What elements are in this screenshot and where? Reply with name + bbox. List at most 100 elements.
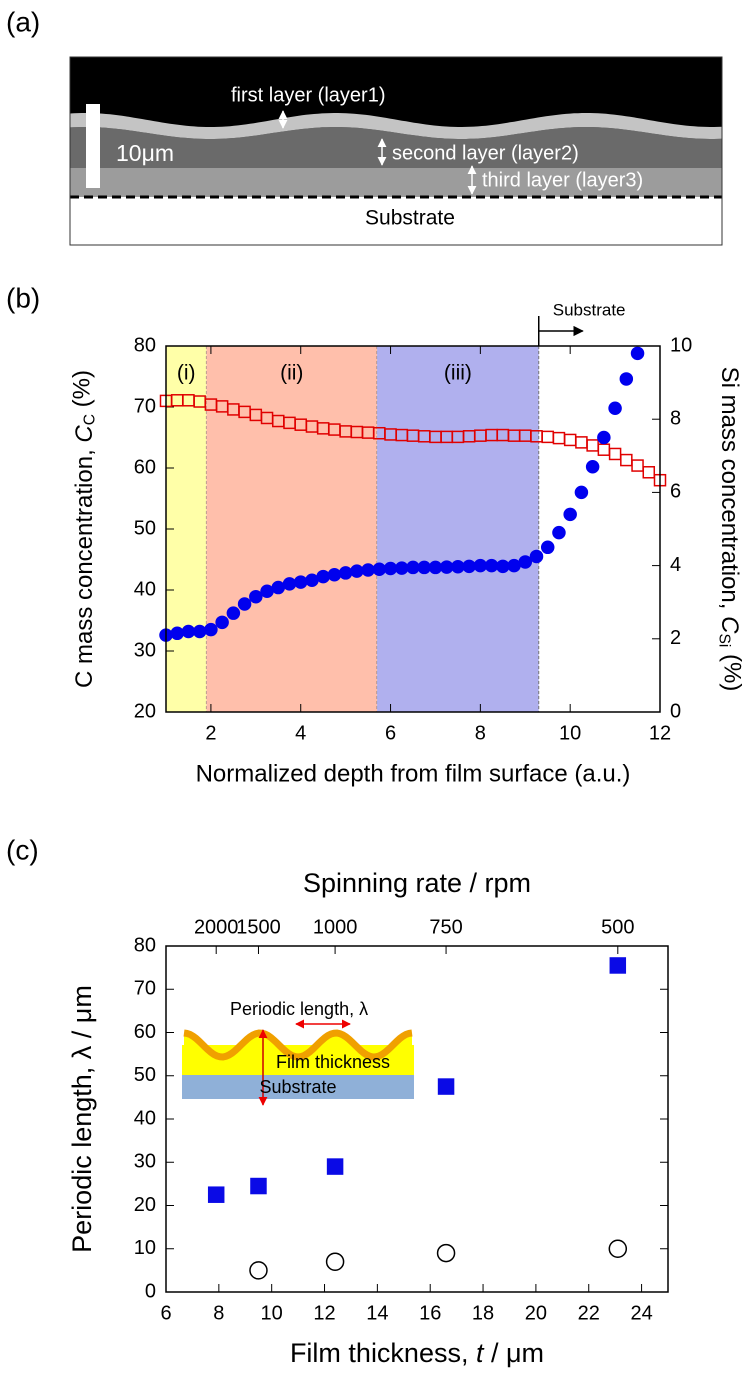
y-tick-label: 40: [134, 1107, 156, 1129]
x-tick-label: 10: [261, 1302, 283, 1324]
region-label: (ii): [280, 362, 303, 385]
x-tick-label: 4: [295, 722, 306, 744]
substrate-label: Substrate: [553, 300, 626, 319]
data-point: [620, 453, 633, 467]
data-point: [372, 562, 387, 577]
y-tick-label: 20: [134, 700, 156, 722]
y2-tick-label: 10: [670, 334, 692, 356]
y-tick-label: 50: [134, 1064, 156, 1086]
y2-axis-label-part: C: [716, 616, 743, 634]
data-point: [249, 589, 263, 604]
layer-label: third layer (layer3): [482, 169, 643, 191]
layer-label: second layer (layer2): [392, 142, 579, 164]
y-axis-label-part: C mass concentration,: [71, 443, 98, 688]
data-point: [361, 563, 375, 577]
top-tick-label: 1500: [236, 916, 281, 938]
y2-tick-label: 6: [670, 481, 681, 503]
x-tick-label: 10: [559, 722, 581, 744]
y2-axis-label: Si mass concentration, CSi (%): [715, 367, 745, 692]
y-tick-label: 20: [134, 1194, 156, 1216]
data-point: [436, 1243, 456, 1263]
micrograph-frame: [69, 56, 723, 246]
data-point: [226, 606, 241, 620]
top-tick-label: 2000: [194, 916, 239, 938]
y2-axis-label-part: Si mass concentration,: [716, 367, 743, 616]
data-point: [327, 568, 342, 582]
data-point: [325, 1252, 345, 1271]
layer2: [70, 127, 722, 168]
x-axis-label: Film thickness, t / μm: [290, 1338, 544, 1368]
plot-frame: [165, 945, 669, 1293]
y-axis-label-part: C: [71, 425, 98, 443]
region: [377, 346, 539, 712]
panel-label: (b): [6, 282, 40, 313]
data-point: [215, 615, 229, 630]
y2-tick-label: 4: [670, 554, 681, 576]
layer3: [70, 166, 722, 197]
data-point: [496, 559, 510, 574]
data-point: [181, 624, 196, 639]
data-point: [529, 549, 544, 564]
micrograph: 10μm first layer (layer1) second layer (…: [69, 56, 723, 246]
x-tick-label: 6: [160, 1302, 171, 1324]
data-point: [250, 1177, 267, 1195]
data-point: [271, 580, 286, 595]
region: [206, 346, 378, 712]
region-label: (i): [177, 362, 196, 385]
x-tick-label: 12: [313, 1302, 335, 1324]
data-point: [540, 540, 555, 555]
film-surface: [183, 1029, 413, 1061]
inset-label: Periodic length, λ: [230, 999, 368, 1019]
y-tick-label: 80: [134, 934, 156, 956]
y2-axis-label-part: Si: [715, 633, 732, 647]
data-point: [350, 564, 364, 578]
data-point: [260, 584, 274, 598]
data-point: [406, 560, 420, 575]
panel-label: (a): [6, 6, 40, 37]
data-point: [293, 575, 308, 589]
substrate: [182, 1075, 414, 1099]
region-label: (iii): [444, 362, 472, 385]
data-point: [563, 433, 577, 447]
data-point: [170, 626, 184, 641]
data-point: [597, 430, 611, 445]
data-point: [473, 558, 488, 573]
data-point: [428, 560, 443, 575]
x-tick-label: 24: [630, 1302, 652, 1324]
y-tick-label: 10: [134, 1237, 156, 1259]
data-point: [249, 1261, 268, 1280]
data-point: [608, 1239, 628, 1258]
top-tick-label: 1000: [313, 916, 358, 938]
data-point: [338, 566, 353, 580]
y-axis-label-part: C: [82, 414, 99, 425]
data-point: [282, 577, 297, 591]
data-point: [619, 372, 634, 386]
y-tick-label: 30: [134, 639, 156, 661]
inset-label: Film thickness: [276, 1052, 390, 1072]
y-tick-label: 40: [134, 578, 156, 600]
y-tick-label: 30: [134, 1151, 156, 1173]
data-point: [439, 560, 454, 574]
plot-points: [159, 346, 667, 642]
x-tick-label: 22: [578, 1302, 600, 1324]
data-point: [642, 466, 656, 479]
data-point: [326, 1158, 344, 1175]
data-point: [462, 559, 476, 574]
data-point: [518, 555, 533, 569]
film-top: [184, 1033, 412, 1060]
x-tick-label: 12: [649, 722, 671, 744]
y-tick-label: 80: [134, 334, 156, 356]
x-tick-label: 2: [205, 722, 216, 744]
y2-tick-label: 0: [670, 700, 681, 722]
scale-bar: [86, 104, 100, 188]
data-point: [305, 573, 319, 587]
chart: 6 8 10 12 14 16 18 20 22 240102030405060708020001…: [134, 868, 669, 1324]
data-point: [608, 447, 622, 461]
data-point: [630, 346, 645, 361]
data-point: [383, 561, 398, 576]
data-point: [417, 560, 431, 575]
top-axis-label: Spinning rate / rpm: [303, 868, 531, 898]
x-tick-label: 8: [475, 722, 486, 744]
data-point: [507, 558, 521, 573]
